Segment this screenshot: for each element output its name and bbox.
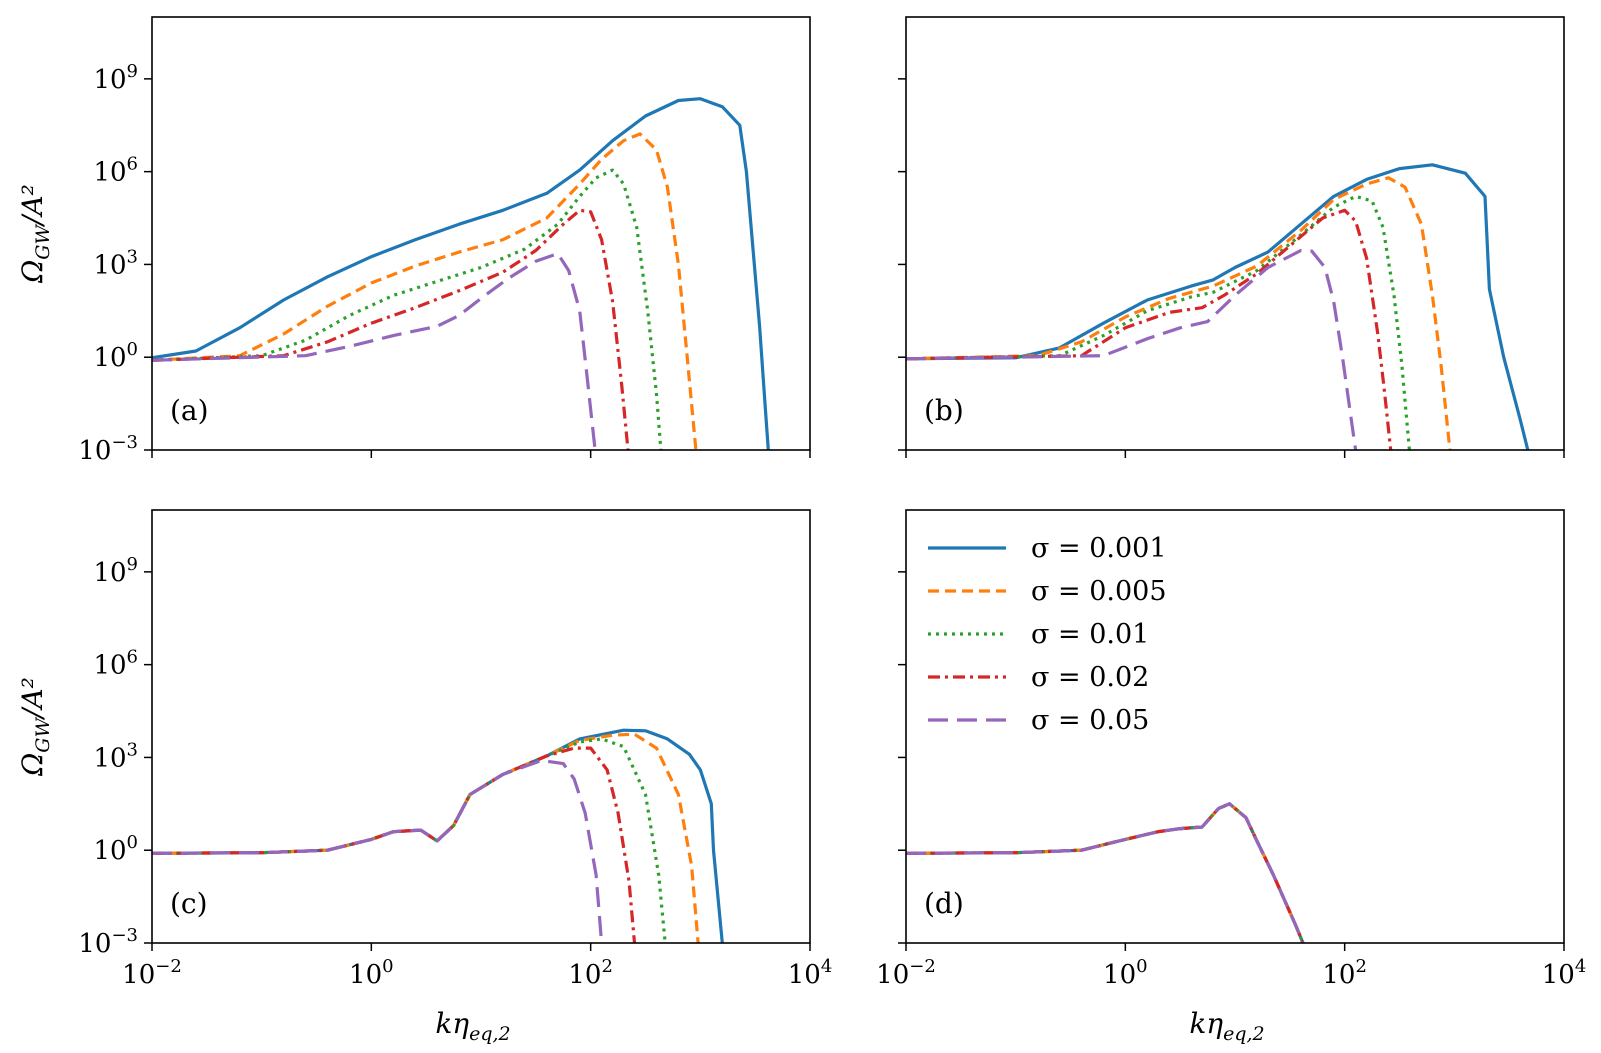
x-tick-label: 10−2	[122, 956, 182, 990]
x-axis-label: kηeq,2	[1189, 1007, 1264, 1045]
y-tick-label: 10−3	[78, 432, 138, 466]
panel-a: 10−3 100 103 106 109 (a) ΩGW/A²	[16, 16, 811, 466]
series-line-3	[906, 802, 1305, 943]
series-group	[906, 802, 1305, 943]
series-group	[152, 97, 770, 450]
y-tick-label: 109	[93, 61, 138, 95]
panel-d: 10−2 100 102 104 (d) kηeq,2 σ = 0.001 σ = 0.005…	[876, 509, 1587, 1045]
legend-label: σ = 0.05	[1031, 705, 1149, 736]
series-line-1	[152, 728, 724, 943]
series-line-1	[906, 163, 1530, 450]
panel-label: (d)	[924, 887, 964, 920]
y-axis-label: ΩGW/A²	[16, 184, 54, 284]
series-line-4	[152, 746, 637, 943]
x-tick-label: 104	[788, 956, 833, 990]
legend: σ = 0.001 σ = 0.005 σ = 0.01 σ = 0.02 σ = 0.…	[928, 533, 1167, 736]
series-line-3	[152, 168, 663, 450]
series-line-2	[906, 802, 1305, 943]
y-tick-label: 103	[93, 246, 138, 280]
axes-frame	[905, 509, 1565, 944]
x-tick-label: 100	[349, 956, 394, 990]
series-line-1	[906, 802, 1305, 943]
panel-label: (c)	[170, 887, 208, 920]
panel-b: (b)	[898, 16, 1565, 458]
x-tick-label: 10−2	[876, 956, 936, 990]
series-line-1	[152, 97, 770, 450]
y-tick-label: 106	[93, 647, 138, 681]
series-line-5	[152, 252, 597, 450]
series-group	[906, 163, 1530, 450]
series-line-5	[906, 802, 1305, 943]
panel-label: (b)	[924, 394, 964, 427]
y-tick-label: 10−3	[78, 925, 138, 959]
series-line-5	[152, 758, 604, 943]
x-tick-label: 100	[1103, 956, 1148, 990]
legend-label: σ = 0.02	[1031, 662, 1149, 693]
series-line-4	[906, 802, 1305, 943]
series-line-2	[906, 176, 1452, 450]
axes-frame	[151, 509, 811, 944]
legend-label: σ = 0.001	[1031, 533, 1167, 564]
y-tick-label: 106	[93, 154, 138, 188]
x-axis-label: kηeq,2	[435, 1007, 510, 1045]
series-line-2	[152, 732, 700, 943]
x-tick-label: 102	[568, 956, 613, 990]
y-axis-label: ΩGW/A²	[16, 677, 54, 777]
legend-label: σ = 0.01	[1031, 619, 1149, 650]
series-line-5	[906, 248, 1358, 450]
y-tick-label: 103	[93, 739, 138, 773]
axes-frame	[151, 16, 811, 451]
series-line-2	[152, 132, 698, 450]
series-line-3	[906, 194, 1411, 450]
series-line-4	[906, 208, 1393, 450]
panel-label: (a)	[170, 394, 209, 427]
legend-label: σ = 0.005	[1031, 576, 1167, 607]
y-tick-label: 100	[93, 339, 138, 373]
axes-frame	[905, 16, 1565, 451]
x-tick-label: 102	[1322, 956, 1367, 990]
series-line-3	[152, 737, 667, 943]
x-tick-label: 104	[1542, 956, 1587, 990]
series-line-4	[152, 208, 630, 450]
y-tick-label: 100	[93, 832, 138, 866]
panel-c: 10−2 100 102 104 10−3 100 103 106 109 (c) ΩGW/A² kη…	[16, 509, 833, 1045]
series-group	[152, 728, 724, 943]
y-tick-label: 109	[93, 554, 138, 588]
